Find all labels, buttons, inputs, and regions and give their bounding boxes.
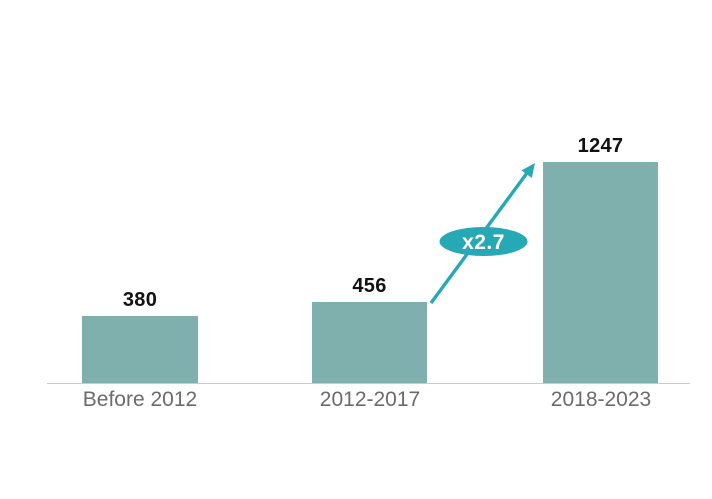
value-label: 1247: [577, 135, 624, 158]
bar-2018-2023: [543, 162, 658, 383]
multiplier-badge: [439, 227, 528, 256]
bar-before-2012: [82, 315, 198, 383]
category-label-2012-2017: 2012-2017: [319, 388, 421, 411]
category-label-before-2012: Before 2012: [82, 388, 198, 411]
multiplier-label: x2.7: [462, 231, 505, 254]
category-label-2018-2023: 2018-2023: [550, 388, 652, 411]
x-axis-line: [47, 383, 690, 384]
growth-arrow-line-icon: [429, 171, 529, 305]
bar-group-before-2012: 380: [82, 290, 198, 383]
value-label: 380: [122, 288, 158, 311]
bar-2012-2017: [312, 302, 427, 383]
bar-group-2012-2017: 456: [312, 276, 427, 383]
growth-arrow-head-icon: [521, 163, 535, 178]
value-label: 456: [352, 275, 387, 298]
bar-group-2018-2023: 1247: [543, 136, 658, 383]
